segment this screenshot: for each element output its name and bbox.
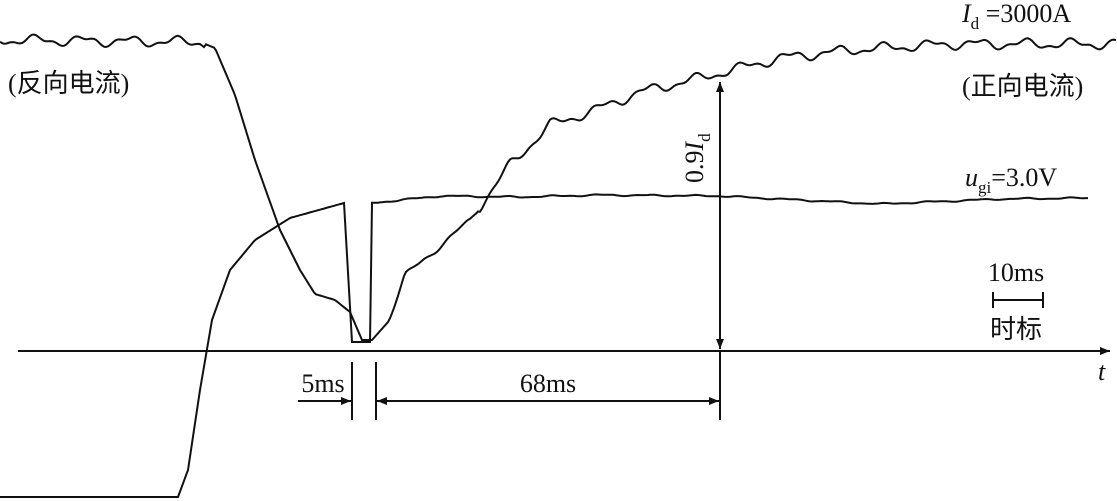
axis-label: t (1098, 357, 1106, 386)
current-trace (0, 33, 1117, 341)
scale-bar (992, 292, 1044, 308)
label: 10ms (988, 258, 1044, 287)
label: ugi=3.0V (965, 163, 1057, 197)
subscript: gi (978, 178, 992, 197)
symbol: I (961, 0, 972, 28)
symbol: u (965, 163, 978, 192)
value: =3.0V (991, 163, 1057, 192)
prefix: 0.9 (680, 151, 709, 184)
subscript: d (695, 133, 714, 142)
label: 5ms (301, 369, 344, 398)
label: 68ms (520, 369, 576, 398)
label: Id =3000A (961, 0, 1071, 33)
label: 时标 (990, 315, 1042, 344)
voltage-trace (0, 193, 1088, 498)
value: =3000A (979, 0, 1071, 28)
symbol: I (680, 141, 709, 152)
label: (反向电流) (8, 69, 129, 98)
label: (正向电流) (962, 72, 1083, 101)
label: 0.9Id (680, 133, 714, 183)
subscript: d (971, 14, 980, 33)
